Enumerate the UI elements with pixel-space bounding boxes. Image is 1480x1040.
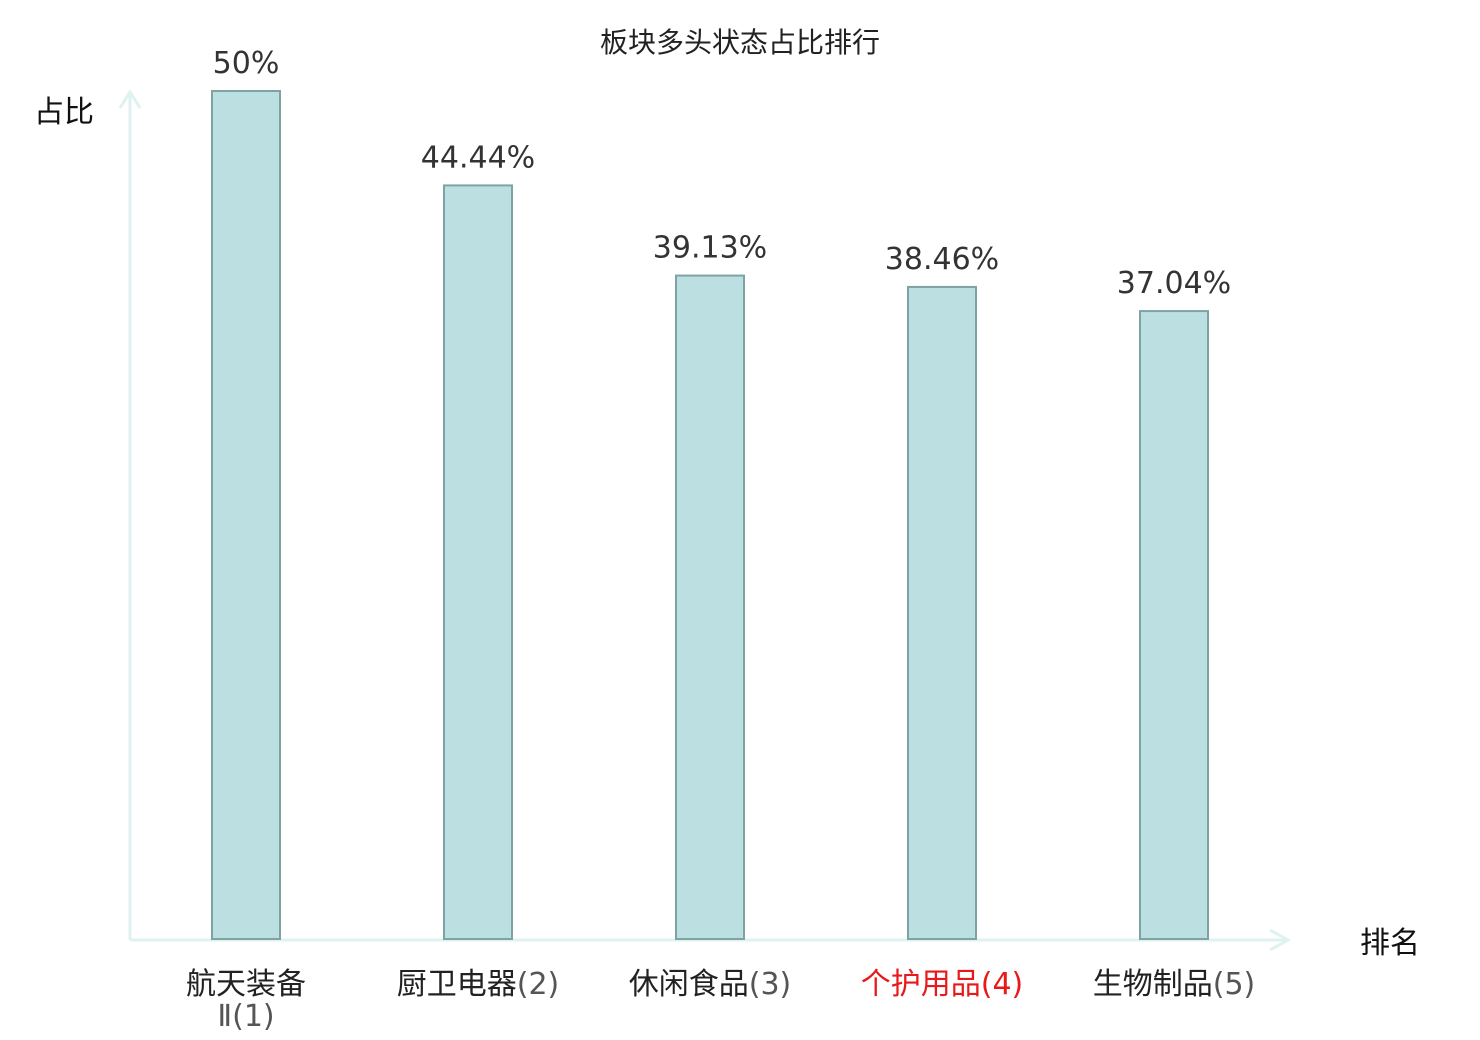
category-label: 休闲食品(3) bbox=[629, 967, 792, 1002]
bar-value-label: 39.13% bbox=[653, 231, 767, 266]
value-labels-group: 50% 44.44% 39.13% 38.46% 37.04% bbox=[213, 46, 1232, 301]
y-axis-label: 占比 bbox=[34, 95, 94, 130]
chart-title: 板块多头状态占比排行 bbox=[600, 26, 880, 59]
category-labels-group: 航天装备 Ⅱ(1) 厨卫电器(2) 休闲食品(3) 个护用品(4) 生物制品(5) bbox=[186, 967, 1255, 1034]
bar bbox=[211, 90, 281, 940]
bar-value-label: 50% bbox=[213, 46, 280, 81]
y-axis-arrow bbox=[118, 89, 142, 109]
x-axis-arrow bbox=[1269, 928, 1292, 952]
bar-value-label: 37.04% bbox=[1117, 266, 1231, 301]
bar bbox=[1139, 310, 1209, 940]
bar bbox=[675, 274, 745, 941]
bars-group bbox=[211, 90, 1209, 941]
category-label: 厨卫电器(2) bbox=[397, 967, 560, 1002]
category-label: 个护用品(4) bbox=[861, 967, 1024, 1002]
bar bbox=[443, 184, 513, 940]
x-axis-label: 排名 bbox=[1360, 926, 1420, 961]
bar-value-label: 38.46% bbox=[885, 242, 999, 277]
category-label: 航天装备 Ⅱ(1) bbox=[186, 967, 306, 1034]
category-label: 生物制品(5) bbox=[1093, 967, 1256, 1002]
bar-value-label: 44.44% bbox=[421, 140, 535, 175]
bar bbox=[907, 285, 977, 940]
